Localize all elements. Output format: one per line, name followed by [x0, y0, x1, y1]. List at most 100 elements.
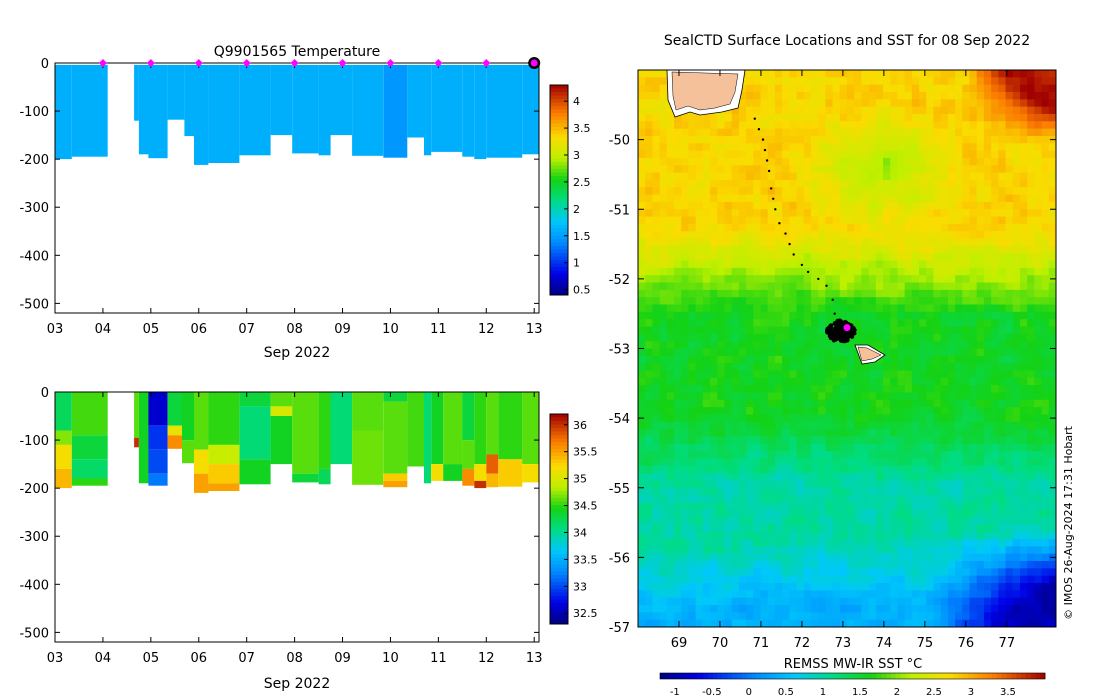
sst-cell [854, 121, 862, 130]
sst-cell [962, 341, 971, 349]
sst-cell [854, 187, 862, 196]
sst-cell [666, 436, 675, 445]
sst-cell [818, 326, 826, 335]
sst-cell [847, 143, 855, 152]
sst-cell [760, 531, 769, 540]
sst-cell [638, 326, 646, 335]
sst-cell [911, 260, 920, 269]
sst-cell [666, 260, 675, 269]
sst-cell [810, 113, 819, 122]
sst-cell [767, 179, 776, 188]
sst-cell [753, 414, 762, 423]
sst-cell [940, 451, 949, 459]
sst-cell [810, 355, 819, 364]
sst-cell [998, 326, 1007, 335]
sst-cell [746, 113, 754, 122]
sst-cell [818, 465, 826, 474]
sst-cell [645, 436, 653, 445]
sst-cell [1012, 429, 1021, 437]
sst-cell [774, 465, 783, 474]
sst-cell [717, 509, 725, 518]
sst-cell [717, 223, 725, 232]
sst-cell [983, 355, 992, 364]
sst-cell [652, 429, 661, 437]
sst-cell [832, 245, 841, 254]
sst-cell [991, 275, 999, 284]
sst-cell [717, 194, 725, 203]
sst-cell [695, 517, 704, 525]
sst-cell [638, 267, 646, 276]
sst-cell [868, 561, 877, 569]
salinity-profile-12-band-1 [318, 468, 331, 485]
sst-cell [782, 311, 790, 320]
sst-cell [926, 319, 934, 328]
sst-cell [861, 597, 870, 606]
sst-cell [890, 238, 898, 247]
sst-cell [738, 165, 747, 174]
sst-cell [919, 612, 927, 621]
sst-cell [839, 143, 848, 152]
sst-cell [724, 414, 733, 423]
sst-cell [638, 238, 646, 247]
sst-cell [702, 385, 711, 393]
sst-cell [818, 392, 826, 401]
sst-cell [724, 421, 733, 430]
sst-cell [854, 385, 862, 393]
sst-cell [890, 392, 898, 401]
sst-cell [1034, 421, 1043, 430]
sst-cell [926, 289, 934, 298]
sst-cell [796, 238, 805, 247]
sst-cell [983, 399, 992, 408]
sst-cell [832, 165, 841, 174]
sst-cell [832, 568, 841, 577]
sst-cell [1012, 311, 1021, 320]
sst-cell [911, 143, 920, 152]
sst-cell [955, 399, 963, 408]
sst-cell [666, 106, 675, 115]
sst-cell [883, 297, 891, 306]
sst-cell [738, 113, 747, 122]
sst-cell [674, 407, 682, 415]
sst-cell [983, 113, 992, 122]
sst-cell [810, 517, 819, 525]
sst-cell [825, 458, 834, 467]
sst-cell [796, 297, 805, 306]
sst-cell [1048, 297, 1056, 306]
sst-cell [861, 436, 870, 445]
sst-cell [803, 502, 812, 511]
sst-cell [976, 583, 985, 591]
sst-cell [1034, 590, 1043, 599]
sst-cell [998, 187, 1007, 196]
sst-cell [883, 341, 891, 349]
sst-cell [681, 436, 689, 445]
sst-cell [746, 128, 754, 137]
sst-cell [854, 106, 862, 115]
sst-cell [904, 319, 913, 328]
sst-cell [962, 245, 971, 254]
sst-cell [810, 194, 819, 203]
sst-cell [883, 333, 891, 342]
sst-cell [746, 341, 754, 349]
sst-cell [832, 436, 841, 445]
sst-cell [666, 370, 675, 379]
sst-cell [904, 297, 913, 306]
sst-cell [861, 370, 870, 379]
sst-cell [919, 363, 927, 371]
sst-cell [746, 216, 754, 225]
sst-cell [796, 99, 805, 108]
sst-cell [638, 619, 646, 627]
sst-cell [926, 539, 934, 547]
sst-cell [1027, 128, 1035, 137]
sst-cell [976, 575, 985, 584]
sst-cell [738, 392, 747, 401]
sst-cell [875, 531, 884, 540]
sst-cell [1012, 150, 1021, 159]
sst-cell [983, 223, 992, 232]
sst-cell [854, 223, 862, 232]
sst-cell [1019, 165, 1028, 174]
sst-cell [803, 487, 812, 496]
sst-cell [911, 612, 920, 621]
sst-cell [998, 319, 1007, 328]
sst-cell [810, 253, 819, 262]
sst-cell [947, 385, 956, 393]
